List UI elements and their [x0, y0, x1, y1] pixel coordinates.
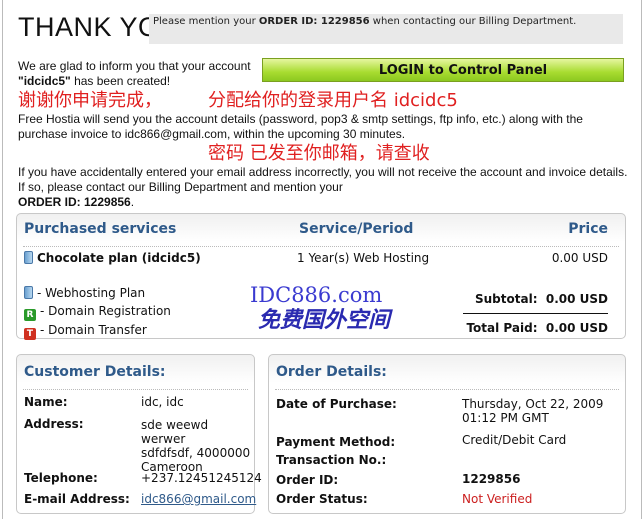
service-price: 0.00 USD — [551, 251, 608, 265]
date-value: Thursday, Oct 22, 2009 01:12 PM GMT — [462, 397, 603, 425]
order-id-label: Order ID: — [276, 473, 339, 487]
registration-icon: R — [24, 309, 36, 321]
overlay-line-1: 谢谢你申请完成， — [18, 90, 162, 111]
account-name: "idcidc5" — [18, 74, 71, 88]
date-label: Date of Purchase: — [276, 397, 397, 411]
subtotal: Subtotal: 0.00 USD — [475, 292, 608, 306]
watermark-url: IDC886.com — [250, 283, 383, 307]
customer-title: Customer Details: — [24, 364, 166, 380]
total-value: 0.00 USD — [545, 321, 608, 335]
legend-registration: R - Domain Registration — [24, 302, 171, 321]
login-control-panel-button[interactable]: LOGIN to Control Panel — [262, 58, 624, 82]
date-line: Thursday, Oct 22, 2009 — [462, 397, 604, 411]
subtotal-value: 0.00 USD — [545, 292, 608, 306]
service-period: 1 Year(s) Web Hosting — [297, 251, 430, 265]
intro-text: We are glad to inform you that your acco… — [18, 59, 258, 89]
notice-text: Please mention your — [153, 16, 259, 27]
address-line: sdfdfsdf, 4000000 — [141, 446, 251, 460]
phone-value: +237.12451245124 — [141, 471, 262, 485]
legend-webhosting: - Webhosting Plan — [24, 284, 171, 302]
purchased-services-panel: Purchased services Service/Period Price … — [16, 213, 626, 340]
total-label: Total Paid: — [466, 321, 538, 335]
legend-transfer: T - Domain Transfer — [24, 321, 171, 340]
transaction-label: Transaction No.: — [276, 453, 387, 467]
time-line: 01:12 PM GMT — [462, 411, 549, 425]
email-link[interactable]: idc866@gmail.com — [141, 492, 257, 506]
address-value: sde weewd werwer sdfdfsdf, 4000000 Cameroo… — [141, 418, 254, 474]
divider — [23, 246, 619, 247]
overlay-line-2: 分配给你的登录用户名 idcidc5 — [208, 90, 458, 111]
status-value: Not Verified — [462, 492, 533, 506]
warning-order-id: ORDER ID: 1229856 — [18, 195, 131, 209]
order-title: Order Details: — [276, 364, 387, 380]
address-line: Cameroon — [141, 460, 203, 474]
intro-line-end: has been created! — [70, 74, 171, 88]
server-icon — [24, 251, 33, 264]
name-value: idc, idc — [141, 395, 184, 409]
legend-label: - Domain Registration — [40, 304, 171, 318]
warning-text: If you have accidentally entered your em… — [18, 165, 628, 209]
payment-value: Credit/Debit Card — [462, 433, 567, 447]
notice-text-end: when contacting our Billing Department. — [369, 16, 577, 27]
col-header-period: Service/Period — [299, 221, 414, 237]
address-label: Address: — [24, 417, 84, 431]
subtotal-label: Subtotal: — [474, 292, 538, 306]
overlay-line-3: 密码 已发至你邮箱，请查收 — [208, 143, 430, 164]
customer-details-panel: Customer Details: Name: idc, idc Address… — [16, 354, 262, 514]
total-divider — [463, 313, 608, 314]
warning-line: If you have accidentally entered your em… — [18, 165, 628, 194]
service-name: Chocolate plan (idcidc5) — [37, 251, 201, 265]
phone-label: Telephone: — [24, 471, 98, 485]
col-header-service: Purchased services — [24, 221, 177, 237]
watermark-text: 免费国外空间 — [258, 307, 391, 333]
payment-label: Payment Method: — [276, 435, 396, 449]
divider — [23, 389, 248, 390]
details-text: Free Hostia will send you the account de… — [18, 112, 583, 141]
col-header-price: Price — [568, 221, 608, 237]
intro-line: We are glad to inform you that your acco… — [18, 59, 251, 73]
order-id-value: 1229856 — [462, 472, 521, 486]
total-paid: Total Paid: 0.00 USD — [466, 321, 608, 335]
address-line: sde weewd werwer — [141, 418, 209, 446]
transfer-icon: T — [24, 328, 36, 340]
status-label: Order Status: — [276, 492, 368, 506]
notice-order-id: ORDER ID: 1229856 — [258, 16, 370, 27]
server-icon — [24, 286, 33, 299]
name-label: Name: — [24, 395, 68, 409]
legend-label: - Webhosting Plan — [37, 286, 146, 300]
legend-label: - Domain Transfer — [40, 323, 147, 337]
order-details-panel: Order Details: Date of Purchase: Thursda… — [268, 354, 626, 514]
email-label: E-mail Address: — [24, 492, 130, 506]
order-id-notice: Please mention your ORDER ID: 1229856 wh… — [149, 14, 623, 44]
service-row: Chocolate plan (idcidc5) — [24, 251, 201, 265]
legend: - Webhosting Plan R - Domain Registration… — [24, 284, 171, 340]
divider — [275, 389, 619, 390]
